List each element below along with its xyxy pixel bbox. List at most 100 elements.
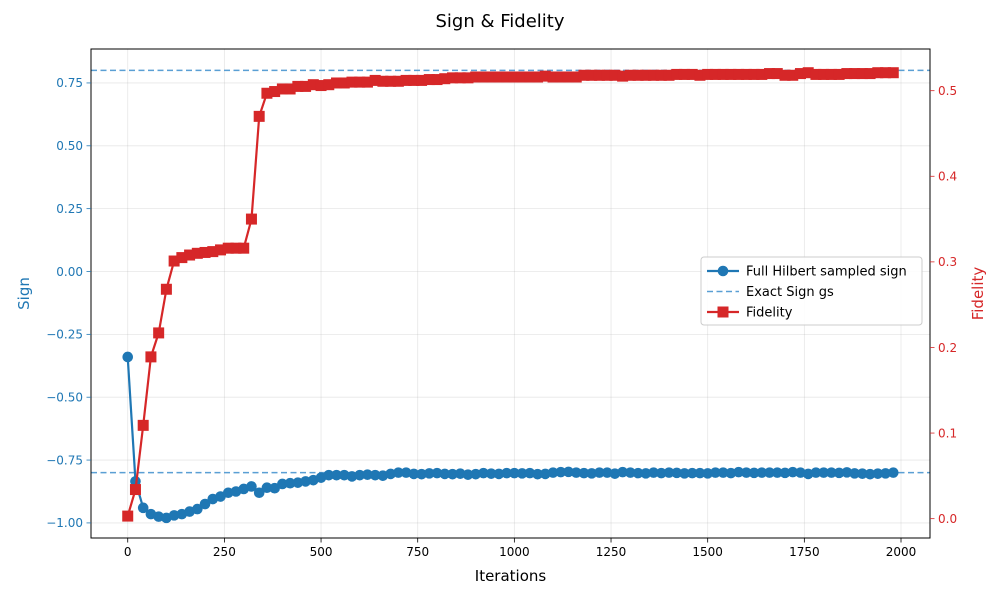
legend-label: Full Hilbert sampled sign bbox=[746, 265, 907, 280]
fidelity-point bbox=[501, 71, 513, 83]
fidelity-point bbox=[292, 80, 304, 92]
fidelity-point bbox=[176, 252, 188, 264]
fidelity-point bbox=[748, 68, 760, 80]
full-hilbert-sampled-sign-point bbox=[864, 468, 876, 480]
y-right-tick-label: 0.2 bbox=[938, 341, 957, 355]
y-axis-left-title: Sign bbox=[15, 277, 33, 310]
fidelity-point bbox=[284, 83, 296, 95]
full-hilbert-sampled-sign-point bbox=[470, 468, 482, 480]
fidelity-point bbox=[454, 72, 466, 84]
fidelity-point bbox=[470, 71, 482, 83]
fidelity-point bbox=[678, 68, 690, 80]
full-hilbert-sampled-sign-point bbox=[570, 467, 582, 478]
fidelity-point bbox=[586, 69, 598, 81]
full-hilbert-sampled-sign-point bbox=[663, 467, 675, 478]
full-hilbert-sampled-sign-point bbox=[369, 469, 381, 481]
full-hilbert-sampled-sign-point bbox=[478, 467, 489, 479]
fidelity-point bbox=[323, 79, 335, 91]
fidelity-point bbox=[849, 68, 861, 80]
fidelity-point bbox=[717, 68, 729, 80]
fidelity-point bbox=[160, 283, 172, 295]
full-hilbert-sampled-sign-point bbox=[632, 467, 644, 479]
y-left-tick-label: −1.00 bbox=[46, 516, 83, 530]
fidelity-point bbox=[578, 69, 590, 81]
fidelity-point bbox=[222, 242, 234, 254]
full-hilbert-sampled-sign-point bbox=[640, 468, 652, 479]
legend-label: Exact Sign gs bbox=[746, 285, 834, 300]
full-hilbert-sampled-sign-point bbox=[578, 467, 590, 479]
full-hilbert-sampled-sign-point bbox=[655, 467, 667, 479]
full-hilbert-sampled-sign-point bbox=[586, 468, 597, 479]
full-hilbert-sampled-sign-point bbox=[702, 468, 713, 479]
fidelity-point bbox=[810, 68, 822, 80]
y-axis-right: 0.0 0.1 0.2 0.3 0.4 0.5 bbox=[930, 84, 957, 526]
full-hilbert-sampled-sign-point bbox=[833, 467, 845, 479]
full-hilbert-sampled-sign-point bbox=[841, 467, 853, 478]
y-right-tick-label: 0.4 bbox=[938, 170, 957, 184]
full-hilbert-sampled-sign-point bbox=[779, 467, 791, 479]
full-hilbert-sampled-sign-point bbox=[872, 468, 884, 479]
legend: Full Hilbert sampled sign Exact Sign gs Fi… bbox=[700, 256, 923, 326]
full-hilbert-sampled-sign-point bbox=[648, 467, 659, 478]
x-tick-label: 750 bbox=[406, 545, 429, 559]
full-hilbert-sampled-sign-point bbox=[362, 469, 373, 480]
full-hilbert-sampled-sign-point bbox=[880, 468, 891, 479]
full-hilbert-sampled-sign-point bbox=[617, 466, 628, 478]
y-right-tick-label: 0.3 bbox=[938, 255, 957, 269]
x-tick-label: 2000 bbox=[886, 545, 917, 559]
full-hilbert-sampled-sign-point bbox=[555, 466, 567, 478]
full-hilbert-sampled-sign-point bbox=[501, 467, 512, 479]
fidelity-point bbox=[562, 71, 574, 83]
fidelity-point bbox=[493, 71, 505, 83]
fidelity-point bbox=[261, 87, 273, 99]
x-tick-label: 1500 bbox=[692, 545, 723, 559]
full-hilbert-sampled-sign-point bbox=[686, 467, 698, 479]
full-hilbert-sampled-sign-point bbox=[416, 468, 427, 480]
fidelity-point bbox=[153, 327, 165, 339]
fidelity-point bbox=[756, 68, 768, 80]
full-hilbert-sampled-sign-point bbox=[137, 502, 149, 514]
full-hilbert-sampled-sign-point bbox=[671, 467, 683, 479]
full-hilbert-sampled-sign-point bbox=[826, 467, 837, 478]
fidelity-point bbox=[168, 255, 180, 267]
x-axis-title: Iterations bbox=[475, 567, 547, 585]
full-hilbert-sampled-sign-point bbox=[431, 467, 443, 479]
fidelity-point bbox=[315, 80, 327, 92]
legend-box bbox=[700, 256, 923, 326]
fidelity-point bbox=[485, 71, 497, 83]
fidelity-point bbox=[253, 110, 265, 122]
full-hilbert-sampled-sign-point bbox=[725, 467, 737, 479]
fidelity-point bbox=[199, 246, 211, 258]
y-axis-right-title: Fidelity bbox=[969, 267, 987, 321]
x-tick-label: 0 bbox=[124, 545, 132, 559]
y-left-tick-label: −0.75 bbox=[46, 453, 83, 467]
x-tick-label: 1000 bbox=[499, 545, 530, 559]
full-hilbert-sampled-sign-point bbox=[192, 503, 203, 515]
full-hilbert-sampled-sign-point bbox=[509, 467, 520, 479]
fidelity-point bbox=[532, 71, 544, 83]
full-hilbert-sampled-sign-point bbox=[532, 468, 543, 480]
y-right-tick-label: 0.5 bbox=[938, 84, 957, 98]
full-hilbert-sampled-sign-point bbox=[748, 467, 760, 479]
fidelity-point bbox=[238, 242, 250, 254]
full-hilbert-sampled-sign-point bbox=[594, 467, 605, 478]
fidelity-point bbox=[354, 76, 366, 88]
y-right-tick-label: 0.0 bbox=[938, 512, 957, 526]
fidelity-point bbox=[508, 71, 520, 83]
fidelity-point bbox=[331, 77, 343, 89]
full-hilbert-sampled-sign-point bbox=[393, 467, 404, 478]
fidelity-point bbox=[764, 68, 776, 80]
full-hilbert-sampled-sign-point bbox=[771, 467, 783, 478]
full-hilbert-sampled-sign-point bbox=[547, 467, 559, 478]
fidelity-point bbox=[145, 351, 157, 363]
full-hilbert-sampled-sign-point bbox=[485, 468, 497, 479]
fidelity-point bbox=[346, 76, 358, 88]
fidelity-point bbox=[547, 71, 559, 83]
fidelity-point bbox=[361, 76, 373, 88]
fidelity-point bbox=[617, 70, 629, 82]
fidelity-point bbox=[740, 68, 752, 80]
fidelity-point bbox=[570, 71, 582, 83]
fidelity-point bbox=[686, 68, 698, 80]
fidelity-point bbox=[377, 75, 389, 87]
